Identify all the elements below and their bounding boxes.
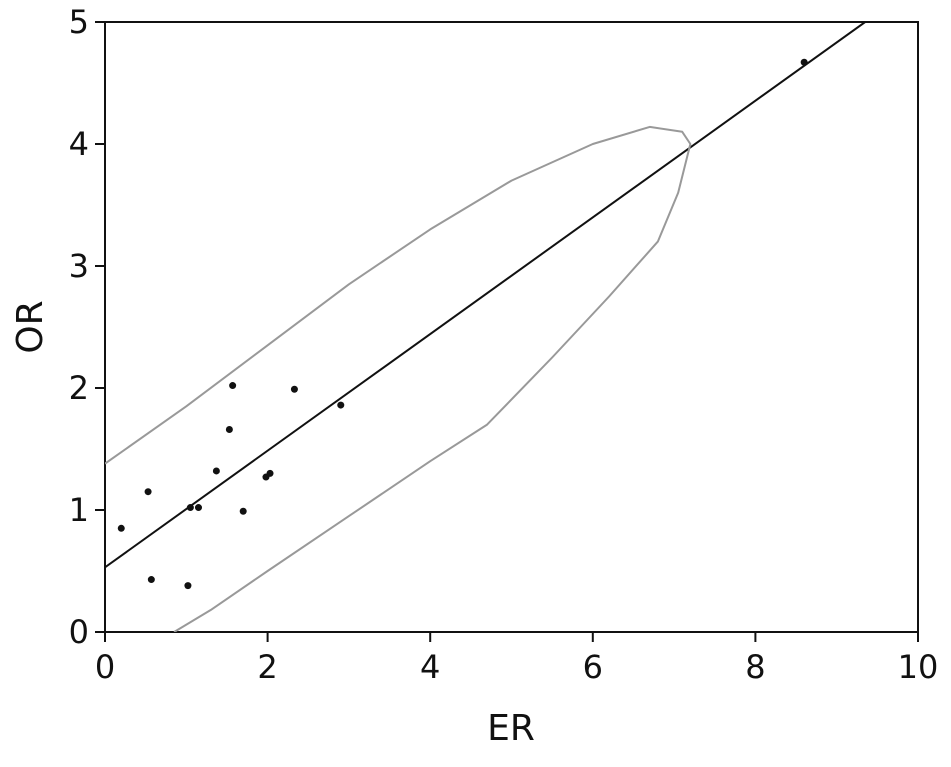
y-tick-label: 5 — [69, 3, 89, 41]
point — [337, 401, 345, 409]
point — [117, 524, 125, 532]
x-tick-label: 10 — [898, 648, 939, 686]
x-tick-label: 0 — [95, 648, 115, 686]
y-tick-label: 2 — [69, 369, 89, 407]
y-tick-label: 1 — [69, 491, 89, 529]
point — [184, 582, 192, 590]
point — [194, 504, 202, 512]
point — [147, 576, 155, 584]
point — [266, 469, 274, 477]
x-tick-label: 2 — [257, 648, 277, 686]
point — [212, 467, 220, 475]
point — [144, 488, 152, 496]
point — [229, 382, 237, 390]
plot-frame — [104, 21, 919, 633]
x-tick-label: 4 — [420, 648, 440, 686]
x-tick-label: 8 — [745, 648, 765, 686]
point — [225, 425, 233, 433]
x-axis-label: ER — [487, 708, 535, 749]
line — [105, 125, 692, 632]
y-axis-label: OR — [10, 300, 51, 353]
x-tick-label: 6 — [583, 648, 603, 686]
line — [105, 22, 866, 569]
point — [239, 507, 247, 515]
y-tick-label: 3 — [69, 247, 89, 285]
point — [290, 385, 298, 393]
y-tick-label: 4 — [69, 125, 89, 163]
y-tick-label: 0 — [69, 613, 89, 651]
plot-layer — [105, 22, 866, 632]
